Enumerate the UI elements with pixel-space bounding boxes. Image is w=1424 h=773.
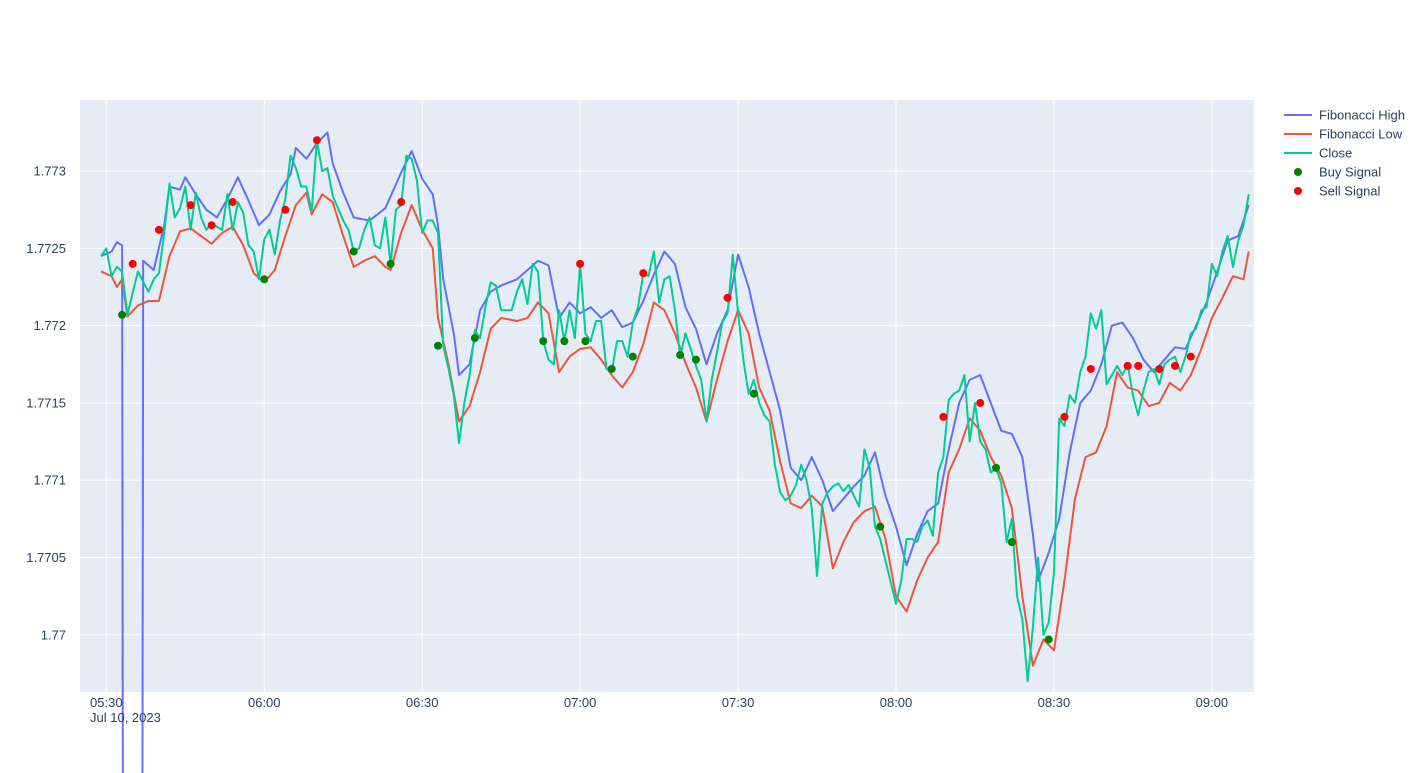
buy-signal-marker <box>1007 538 1016 547</box>
sell-signal-marker <box>397 198 406 207</box>
x-tick-label: 07:00 <box>564 695 597 710</box>
y-tick-label: 1.771 <box>33 473 66 488</box>
sell-signal-marker <box>639 269 648 278</box>
buy-signal-marker <box>433 341 442 350</box>
sell-signal-marker <box>1186 352 1195 361</box>
signal-markers <box>118 136 1195 644</box>
buy-signal-marker <box>749 389 758 398</box>
sell-signal-marker <box>723 293 732 302</box>
sell-signal-marker <box>228 198 237 207</box>
y-tick-label: 1.77 <box>41 627 66 642</box>
buy-signal-marker <box>992 463 1001 472</box>
buy-signal-marker <box>260 275 269 284</box>
sell-signal-marker <box>154 225 163 234</box>
legend[interactable]: Fibonacci High Fibonacci Low Close Buy Sign… <box>1284 108 1405 199</box>
x-tick-label: 06:30 <box>406 695 439 710</box>
buy-signal-marker <box>581 337 590 346</box>
y-tick-label: 1.7725 <box>26 241 66 256</box>
sell-signal-marker <box>1171 361 1180 370</box>
buy-signal-marker <box>349 247 358 256</box>
sell-signal-marker <box>186 201 195 210</box>
sell-signal-marker <box>1155 364 1164 373</box>
x-tick-label: 08:00 <box>880 695 913 710</box>
legend-label: Fibonacci Low <box>1319 127 1403 142</box>
legend-label: Close <box>1319 146 1352 161</box>
legend-item-sell[interactable]: Sell Signal <box>1294 184 1381 199</box>
x-tick-label: 07:30 <box>722 695 755 710</box>
sell-signal-marker <box>207 221 216 230</box>
sell-signal-marker <box>1086 364 1095 373</box>
legend-item-fib-high[interactable]: Fibonacci High <box>1284 108 1405 123</box>
sell-signal-marker <box>312 136 321 145</box>
x-gridlines <box>105 100 1213 692</box>
legend-swatch <box>1294 187 1302 195</box>
legend-item-buy[interactable]: Buy Signal <box>1294 165 1381 180</box>
plot-background <box>80 100 1254 692</box>
sell-signal-marker <box>128 259 137 268</box>
y-tick-label: 1.7715 <box>26 395 66 410</box>
buy-signal-marker <box>560 337 569 346</box>
legend-item-close[interactable]: Close <box>1284 146 1352 161</box>
sell-signal-marker <box>281 205 290 214</box>
legend-label: Buy Signal <box>1319 165 1381 180</box>
buy-signal-marker <box>118 310 127 319</box>
x-axis-ticks: 05:30 06:00 06:30 07:00 07:30 08:00 08:30 09:00 <box>90 695 1228 710</box>
y-tick-label: 1.772 <box>33 318 66 333</box>
buy-signal-marker <box>691 355 700 364</box>
x-tick-label: 05:30 <box>90 695 123 710</box>
y-tick-label: 1.773 <box>33 164 66 179</box>
legend-label: Sell Signal <box>1319 184 1381 199</box>
sell-signal-marker <box>1123 361 1132 370</box>
legend-label: Fibonacci High <box>1319 108 1405 123</box>
x-axis-date-label: Jul 10, 2023 <box>90 710 161 725</box>
y-axis-ticks: 1.77 1.7705 1.771 1.7715 1.772 1.7725 1.773 <box>26 164 66 643</box>
buy-signal-marker <box>1044 635 1053 644</box>
buy-signal-marker <box>539 337 548 346</box>
x-tick-label: 08:30 <box>1038 695 1071 710</box>
legend-swatch <box>1294 168 1302 176</box>
sell-signal-marker <box>576 259 585 268</box>
y-tick-label: 1.7705 <box>26 550 66 565</box>
buy-signal-marker <box>386 259 395 268</box>
buy-signal-marker <box>470 334 479 343</box>
legend-item-fib-low[interactable]: Fibonacci Low <box>1284 127 1403 142</box>
sell-signal-marker <box>1060 412 1069 421</box>
buy-signal-marker <box>876 522 885 531</box>
series-line-fib-high <box>100 131 1250 773</box>
x-tick-label: 06:00 <box>248 695 281 710</box>
buy-signal-marker <box>676 351 685 360</box>
x-tick-label: 09:00 <box>1196 695 1229 710</box>
sell-signal-marker <box>1134 361 1143 370</box>
sell-signal-marker <box>939 412 948 421</box>
series-line-fib-low <box>100 191 1250 667</box>
buy-signal-marker <box>607 364 616 373</box>
buy-signal-marker <box>628 352 637 361</box>
sell-signal-marker <box>976 398 985 407</box>
